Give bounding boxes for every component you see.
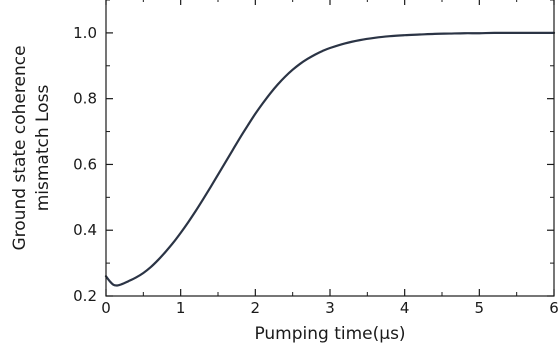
x-tick-label: 6 bbox=[549, 299, 558, 317]
y-tick-label: 0.6 bbox=[73, 155, 97, 173]
x-tick-label: 0 bbox=[101, 299, 111, 317]
x-tick-label: 3 bbox=[325, 299, 335, 317]
x-tick-label: 4 bbox=[400, 299, 410, 317]
y-axis-title-line-2: mismatch Loss bbox=[33, 85, 53, 212]
y-tick-label: 0.4 bbox=[73, 221, 97, 239]
axis-ticks bbox=[105, 0, 555, 297]
y-axis-title-line-1: Ground state coherence bbox=[10, 45, 30, 250]
series-line bbox=[104, 31, 556, 287]
plot-frame bbox=[105, 0, 555, 297]
x-tick-label: 1 bbox=[176, 299, 186, 317]
x-axis-title: Pumping time(μs) bbox=[254, 324, 405, 344]
x-tick-label: 5 bbox=[475, 299, 485, 317]
x-tick-label: 2 bbox=[251, 299, 261, 317]
y-tick-label: 0.2 bbox=[73, 287, 97, 305]
y-tick-label: 1.0 bbox=[73, 24, 97, 42]
y-tick-label: 0.8 bbox=[73, 90, 97, 108]
axis-tick-labels: 0 1 2 3 4 5 6 0.2 0.4 0.6 0.8 1.0 bbox=[73, 24, 558, 317]
